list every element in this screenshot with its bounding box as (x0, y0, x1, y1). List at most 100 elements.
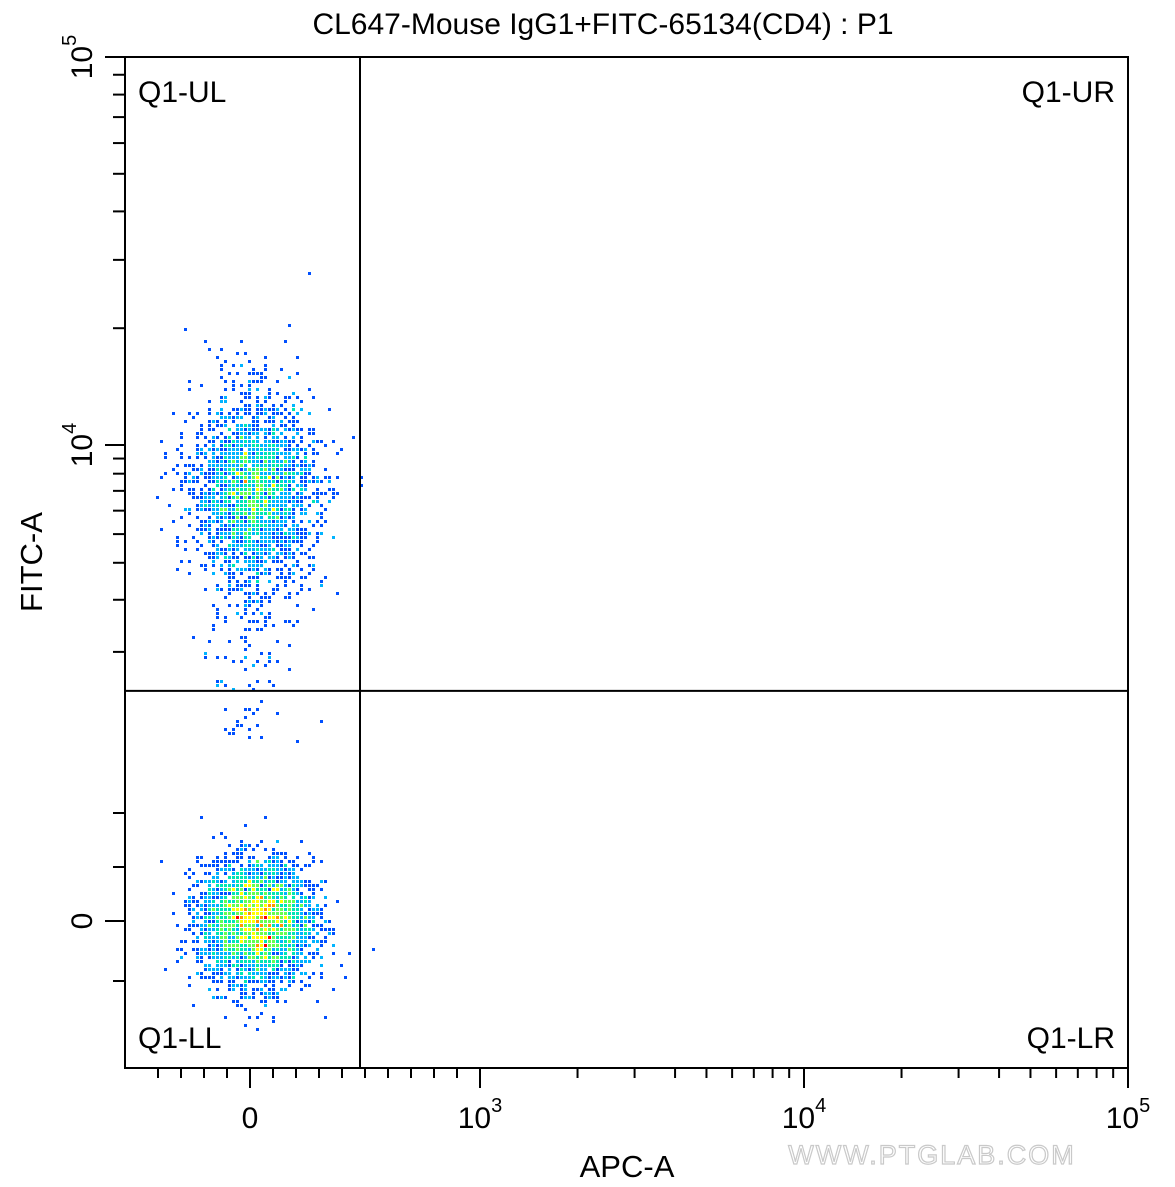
event-dot (240, 912, 243, 915)
event-dot (236, 500, 239, 503)
event-dot (176, 924, 179, 927)
event-dot (224, 708, 227, 711)
event-dot (268, 876, 271, 879)
event-dot (244, 496, 247, 499)
event-dot (204, 916, 207, 919)
event-dot (212, 880, 215, 883)
event-dot (216, 860, 219, 863)
event-dot (276, 888, 279, 891)
event-dot (276, 968, 279, 971)
event-dot (300, 488, 303, 491)
event-dot (328, 408, 331, 411)
event-dot (304, 452, 307, 455)
x-tick-label: 105 (1106, 1095, 1151, 1135)
event-dot (256, 424, 259, 427)
event-dot (268, 580, 271, 583)
event-dot (236, 852, 239, 855)
event-dot (244, 844, 247, 847)
event-dot (228, 912, 231, 915)
event-dot (264, 944, 267, 947)
event-dot (188, 508, 191, 511)
event-dot (248, 480, 251, 483)
event-dot (284, 540, 287, 543)
event-dot (180, 516, 183, 519)
event-dot (288, 620, 291, 623)
event-dot (272, 480, 275, 483)
event-dot (256, 432, 259, 435)
event-dot (184, 476, 187, 479)
event-dot (204, 904, 207, 907)
event-dot (232, 916, 235, 919)
event-dot (332, 488, 335, 491)
event-dot (300, 496, 303, 499)
event-dot (304, 928, 307, 931)
event-dot (200, 908, 203, 911)
event-dot (272, 980, 275, 983)
event-dot (256, 592, 259, 595)
event-dot (304, 912, 307, 915)
event-dot (212, 556, 215, 559)
event-dot (216, 356, 219, 359)
event-dot (296, 944, 299, 947)
event-dot (196, 468, 199, 471)
event-dot (292, 500, 295, 503)
event-dot (264, 496, 267, 499)
event-dot (224, 552, 227, 555)
event-dot (244, 352, 247, 355)
event-dot (240, 908, 243, 911)
event-dot (236, 964, 239, 967)
event-dot (252, 568, 255, 571)
event-dot (308, 896, 311, 899)
event-dot (300, 940, 303, 943)
event-dot (244, 980, 247, 983)
event-dot (188, 488, 191, 491)
event-dot (216, 876, 219, 879)
event-dot (276, 472, 279, 475)
event-dot (300, 936, 303, 939)
event-dot (284, 960, 287, 963)
event-dot (220, 912, 223, 915)
event-dot (220, 564, 223, 567)
event-dot (316, 520, 319, 523)
event-dot (236, 940, 239, 943)
event-dot (248, 452, 251, 455)
event-dot (276, 924, 279, 927)
event-dot (200, 892, 203, 895)
event-dot (244, 476, 247, 479)
event-dot (244, 544, 247, 547)
event-dot (216, 924, 219, 927)
event-dot (244, 464, 247, 467)
event-dot (212, 604, 215, 607)
event-dot (292, 528, 295, 531)
event-dot (208, 532, 211, 535)
event-dot (280, 560, 283, 563)
event-dot (252, 532, 255, 535)
event-dot (200, 976, 203, 979)
event-dot (280, 864, 283, 867)
event-dot (220, 908, 223, 911)
event-dot (316, 952, 319, 955)
event-dot (224, 484, 227, 487)
event-dot (268, 964, 271, 967)
event-dot (220, 496, 223, 499)
event-dot (252, 500, 255, 503)
event-dot (276, 1000, 279, 1003)
event-dot (284, 444, 287, 447)
event-dot (320, 580, 323, 583)
event-dot (328, 500, 331, 503)
event-dot (240, 468, 243, 471)
event-dot (224, 948, 227, 951)
event-dot (244, 456, 247, 459)
event-dot (196, 448, 199, 451)
event-dot (260, 652, 263, 655)
event-dot (240, 584, 243, 587)
event-dot (268, 928, 271, 931)
event-dot (264, 616, 267, 619)
event-dot (200, 472, 203, 475)
event-dot (292, 936, 295, 939)
event-dot (212, 468, 215, 471)
event-dot (216, 968, 219, 971)
event-dot (212, 876, 215, 879)
event-dot (300, 920, 303, 923)
event-dot (208, 540, 211, 543)
